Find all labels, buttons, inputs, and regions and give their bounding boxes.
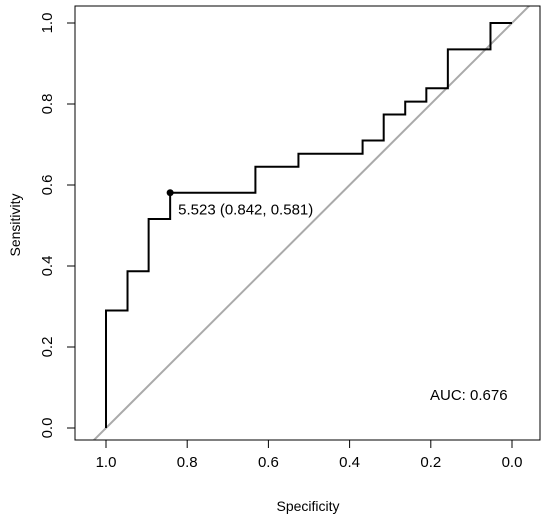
x-tick-label: 0.8 — [177, 454, 198, 471]
x-tick-label: 0.2 — [420, 454, 441, 471]
y-tick-label: 0.0 — [39, 418, 56, 439]
x-tick-label: 0.6 — [258, 454, 279, 471]
x-tick-label: 0.0 — [502, 454, 523, 471]
x-tick-label: 1.0 — [96, 454, 117, 471]
y-tick-label: 0.6 — [39, 175, 56, 196]
threshold-annotation: 5.523 (0.842, 0.581) — [178, 202, 313, 219]
y-axis-label: Sensitivity — [7, 193, 23, 256]
auc-annotation: AUC: 0.676 — [430, 387, 508, 404]
x-axis-label: Specificity — [276, 498, 339, 514]
reference-diagonal-line — [92, 6, 531, 440]
y-tick-label: 0.4 — [39, 256, 56, 277]
x-tick-label: 0.4 — [339, 454, 360, 471]
y-tick-label: 0.8 — [39, 94, 56, 115]
best-threshold-point — [166, 189, 174, 197]
y-tick-label: 0.2 — [39, 337, 56, 358]
y-tick-label: 1.0 — [39, 13, 56, 34]
roc-curve-line — [105, 22, 512, 428]
